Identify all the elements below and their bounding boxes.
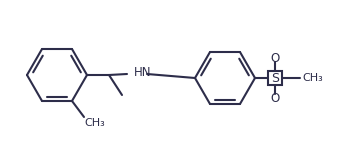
Text: CH₃: CH₃	[84, 118, 105, 128]
Bar	[268, 71, 282, 85]
Text: O: O	[270, 91, 280, 104]
Text: O: O	[270, 51, 280, 64]
Text: HN: HN	[134, 66, 152, 80]
Text: CH₃: CH₃	[302, 73, 323, 83]
Text: S: S	[271, 71, 279, 84]
